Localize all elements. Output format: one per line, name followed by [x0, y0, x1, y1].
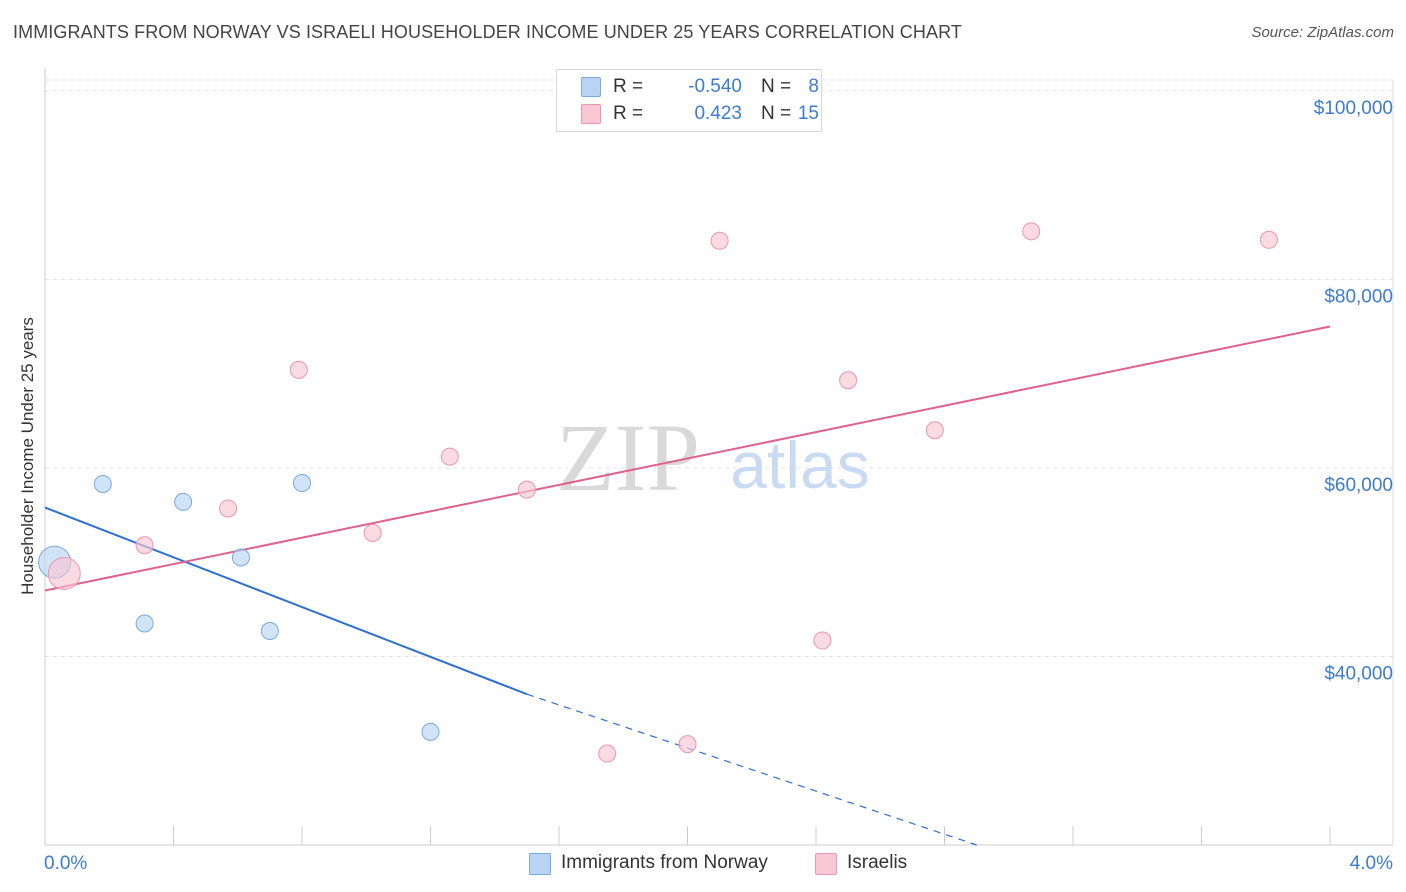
- israelis-point-10: [813, 631, 832, 650]
- israelis-point-0: [47, 557, 81, 591]
- gridlines: [45, 79, 1393, 657]
- israelis-point-9: [710, 231, 729, 250]
- israelis-r-value: 0.423: [694, 103, 742, 124]
- norway-r-label: R =: [613, 76, 644, 97]
- watermark-zip: ZIP: [556, 404, 700, 511]
- y-tick-label-3: $100,000: [1314, 98, 1393, 119]
- israelis-point-8: [678, 735, 697, 754]
- norway-trend-extension: [526, 693, 977, 846]
- y-tick-label-2: $80,000: [1324, 286, 1393, 307]
- norway-point-7: [421, 722, 440, 741]
- x-tick-label-0: 0.0%: [44, 853, 87, 874]
- y-tick-label-1: $60,000: [1324, 475, 1393, 496]
- y-axis-label: Householder Income Under 25 years: [18, 317, 37, 595]
- x-tick-labels: 0.0% 4.0%: [44, 853, 1393, 874]
- norway-point-6: [293, 474, 311, 493]
- data-points: [38, 222, 1278, 763]
- y-tick-labels: $40,000 $60,000 $80,000 $100,000: [1314, 98, 1393, 685]
- correlation-legend: R = -0.540 N = 8 R = 0.423 N = 15: [556, 69, 822, 132]
- israelis-swatch: [581, 104, 601, 124]
- norway-legend-swatch: [529, 853, 551, 875]
- y-tick-label-0: $40,000: [1324, 663, 1393, 684]
- watermark-atlas: atlas: [730, 428, 869, 502]
- israelis-point-11: [839, 371, 858, 390]
- israelis-point-12: [925, 421, 944, 440]
- israelis-point-13: [1022, 222, 1041, 241]
- trend-lines: [44, 325, 1331, 846]
- norway-swatch: [581, 77, 601, 97]
- israelis-n-value: 15: [797, 103, 819, 124]
- norway-trend-line: [44, 506, 528, 696]
- israelis-point-6: [517, 480, 536, 499]
- israelis-point-1: [135, 536, 154, 555]
- norway-n-value: 8: [808, 76, 819, 97]
- israelis-point-4: [363, 523, 382, 542]
- israelis-point-14: [1259, 230, 1278, 249]
- israelis-n-label: N =: [761, 103, 792, 124]
- israelis-r-label: R =: [613, 103, 644, 124]
- israelis-point-2: [219, 499, 238, 518]
- israelis-point-3: [289, 360, 308, 379]
- israelis-point-5: [440, 447, 459, 466]
- israelis-trend-line: [44, 325, 1331, 592]
- watermark: ZIP atlas: [556, 404, 870, 511]
- norway-point-2: [174, 492, 193, 511]
- x-tick-label-1: 4.0%: [1350, 853, 1393, 874]
- norway-point-3: [231, 548, 250, 567]
- israelis-point-7: [598, 744, 617, 763]
- norway-point-4: [135, 614, 154, 633]
- norway-n-label: N =: [761, 76, 792, 97]
- israelis-legend-swatch: [815, 853, 837, 875]
- norway-legend-label: Immigrants from Norway: [561, 852, 768, 873]
- israelis-legend-label: Israelis: [847, 852, 908, 873]
- norway-r-value: -0.540: [688, 76, 742, 97]
- norway-point-5: [260, 622, 279, 641]
- chart-title: IMMIGRANTS FROM NORWAY VS ISRAELI HOUSEH…: [13, 22, 962, 42]
- axes: [44, 68, 1394, 846]
- source-label: Source: ZipAtlas.com: [1251, 24, 1394, 41]
- norway-point-1: [93, 474, 112, 493]
